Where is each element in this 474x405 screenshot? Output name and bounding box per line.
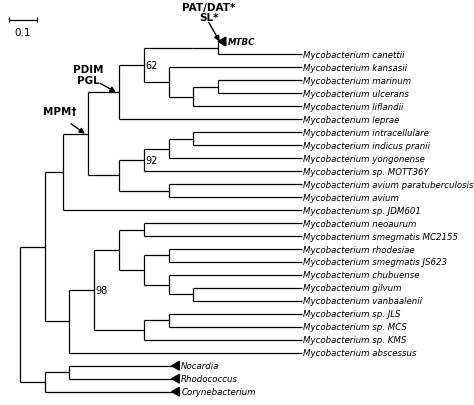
Text: 92: 92 [146,156,158,166]
Text: Mycobacterium sp. MOTT36Y: Mycobacterium sp. MOTT36Y [303,167,429,176]
Polygon shape [172,362,179,370]
Text: Mycobacterium abscessus: Mycobacterium abscessus [303,348,417,357]
Text: Mycobacterium canettii: Mycobacterium canettii [303,51,405,60]
Text: Mycobacterium avium: Mycobacterium avium [303,193,400,202]
Text: Mycobacterium vanbaalenii: Mycobacterium vanbaalenii [303,296,422,306]
Text: Mycobacterium sp. KMS: Mycobacterium sp. KMS [303,335,407,344]
Text: PAT/DAT*: PAT/DAT* [182,3,236,13]
Text: Mycobacterium rhodesiae: Mycobacterium rhodesiae [303,245,415,254]
Text: Mycobacterium smegmatis MC2155: Mycobacterium smegmatis MC2155 [303,232,458,241]
Text: Mycobacterium leprae: Mycobacterium leprae [303,115,400,124]
Text: Mycobacterium sp. JLS: Mycobacterium sp. JLS [303,309,401,319]
Polygon shape [172,374,179,383]
Text: SL*: SL* [199,13,219,23]
Text: MPM†: MPM† [44,107,77,117]
Text: Mycobacterium liflandii: Mycobacterium liflandii [303,102,404,112]
Text: Mycobacterium marinum: Mycobacterium marinum [303,77,411,86]
Text: Mycobacterium neoaurum: Mycobacterium neoaurum [303,219,417,228]
Text: Mycobacterium intracellulare: Mycobacterium intracellulare [303,128,429,137]
Text: PDIM: PDIM [73,65,103,75]
Text: Mycobacterium yongonense: Mycobacterium yongonense [303,154,425,163]
Text: 0.1: 0.1 [15,28,31,38]
Text: Corynebacterium: Corynebacterium [181,387,256,396]
Text: Mycobacterium smegmatis JS623: Mycobacterium smegmatis JS623 [303,258,447,267]
Text: PGL: PGL [77,76,100,86]
Text: Nocardia: Nocardia [181,361,219,370]
Text: Mycobacterium indicus pranii: Mycobacterium indicus pranii [303,141,430,150]
Text: Mycobacterium chubuense: Mycobacterium chubuense [303,271,420,280]
Text: Mycobacterium gilvum: Mycobacterium gilvum [303,284,402,293]
Text: Mycobacterium sp. MCS: Mycobacterium sp. MCS [303,322,407,332]
Text: Mycobacterium avium paratuberculosis: Mycobacterium avium paratuberculosis [303,180,474,189]
Text: Mycobacterium kansasii: Mycobacterium kansasii [303,64,408,73]
Polygon shape [218,38,226,47]
Polygon shape [172,387,179,396]
Text: MTBC: MTBC [228,38,255,47]
Text: 98: 98 [96,285,108,295]
Text: 62: 62 [146,61,158,71]
Text: Mycobacterium ulcerans: Mycobacterium ulcerans [303,90,410,99]
Text: Rhodococcus: Rhodococcus [181,374,238,383]
Text: Mycobacterium sp. JDM601: Mycobacterium sp. JDM601 [303,206,421,215]
